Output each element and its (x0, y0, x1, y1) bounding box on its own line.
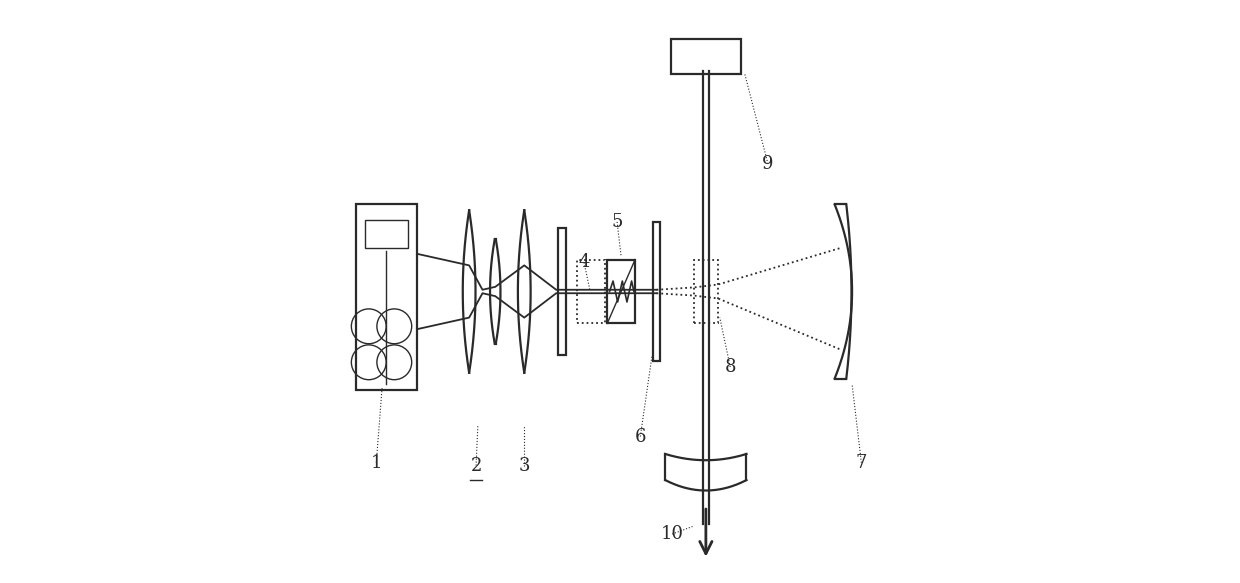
Bar (693, 259, 718, 324)
Bar (608, 259, 635, 324)
Text: 4: 4 (578, 254, 590, 272)
Bar (558, 228, 565, 355)
Bar (671, 39, 740, 74)
Text: 8: 8 (724, 358, 737, 376)
Text: 2: 2 (470, 456, 482, 475)
Text: 7: 7 (856, 454, 867, 472)
Bar (577, 259, 605, 324)
Bar (356, 205, 417, 390)
Bar (652, 222, 661, 361)
Bar (365, 220, 408, 248)
Text: 5: 5 (611, 213, 622, 231)
Text: 3: 3 (518, 456, 529, 475)
Text: 1: 1 (371, 454, 382, 472)
Text: 9: 9 (763, 155, 774, 173)
Text: 6: 6 (635, 427, 646, 445)
Text: 10: 10 (661, 525, 683, 543)
